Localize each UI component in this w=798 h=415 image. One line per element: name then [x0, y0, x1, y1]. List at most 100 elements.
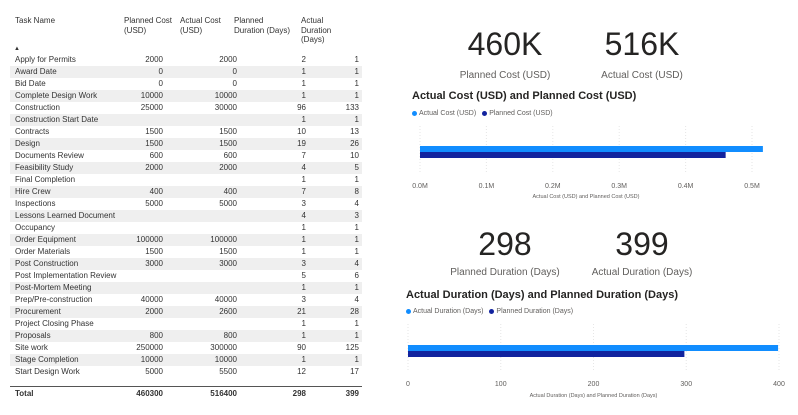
x-axis-title: Actual Duration (Days) and Planned Durat…	[530, 393, 658, 399]
task-name-cell: Inspections	[15, 199, 56, 208]
planned-duration-cell: 1	[301, 91, 306, 100]
table-row[interactable]: Design 1500 1500 19 26	[10, 138, 362, 150]
actual-duration-cell: 1	[354, 79, 359, 88]
actual-duration-cell: 3	[354, 211, 359, 220]
planned-duration-cell: 3	[301, 295, 306, 304]
planned-duration-cell: 1	[301, 247, 306, 256]
bar-actual[interactable]	[408, 345, 779, 351]
x-tick-label: 300	[680, 381, 692, 388]
planned-cost-card-label: Planned Cost (USD)	[459, 70, 551, 81]
table-row[interactable]: Complete Design Work 10000 10000 1 1	[10, 90, 362, 102]
legend-planned-cost-label: Planned Cost (USD)	[489, 110, 553, 117]
legend-actual-duration-label: Actual Duration (Days)	[413, 308, 484, 315]
table-row[interactable]: Start Design Work 5000 5500 12 17	[10, 366, 362, 378]
actual-duration-cell: 1	[354, 235, 359, 244]
table-row[interactable]: Order Equipment 100000 100000 1 1	[10, 234, 362, 246]
actual-duration-card-value: 399	[615, 226, 669, 262]
table-row[interactable]: Feasibility Study 2000 2000 4 5	[10, 162, 362, 174]
legend-actual-cost-dot-icon	[412, 111, 417, 116]
table-row[interactable]: Site work 250000 300000 90 125	[10, 342, 362, 354]
task-name-cell: Feasibility Study	[15, 163, 74, 172]
planned-duration-card-value: 298	[478, 226, 532, 262]
actual-duration-card-label: Actual Duration (Days)	[591, 267, 693, 278]
actual-cost-cell: 300000	[210, 343, 237, 352]
actual-cost-cell: 10000	[214, 355, 237, 364]
table-row[interactable]: Procurement 2000 2600 21 28	[10, 306, 362, 318]
task-name-cell: Order Equipment	[15, 235, 76, 244]
actual-cost-cell: 5000	[219, 199, 237, 208]
table-row[interactable]: Construction Start Date 1 1	[10, 114, 362, 126]
legend-planned-cost[interactable]: Planned Cost (USD)	[482, 110, 553, 117]
actual-cost-cell: 40000	[214, 295, 237, 304]
actual-duration-cell: 1	[354, 91, 359, 100]
bar-actual[interactable]	[420, 146, 763, 152]
actual-duration-cell: 125	[345, 343, 359, 352]
header-task-name[interactable]: Task Name	[15, 16, 55, 26]
legend-planned-duration[interactable]: Planned Duration (Days)	[489, 308, 573, 315]
table-row[interactable]: Bid Date 0 0 1 1	[10, 78, 362, 90]
header-planned-duration[interactable]: Planned Duration (Days)	[234, 16, 290, 35]
bar-planned[interactable]	[408, 351, 685, 357]
actual-duration-cell: 1	[354, 67, 359, 76]
table-row[interactable]: Final Completion 1 1	[10, 174, 362, 186]
planned-cost-cell: 400	[149, 187, 163, 196]
legend-actual-cost[interactable]: Actual Cost (USD)	[412, 110, 476, 117]
header-actual-cost[interactable]: Actual Cost (USD)	[180, 16, 221, 35]
planned-duration-cell: 1	[301, 331, 306, 340]
planned-duration-cell: 7	[301, 151, 306, 160]
planned-duration-cell: 1	[301, 67, 306, 76]
header-planned-cost[interactable]: Planned Cost (USD)	[124, 16, 172, 35]
table-row[interactable]: Occupancy 1 1	[10, 222, 362, 234]
actual-duration-cell: 1	[354, 355, 359, 364]
table-row[interactable]: Inspections 5000 5000 3 4	[10, 198, 362, 210]
table-row[interactable]: Post Implementation Review 5 6	[10, 270, 362, 282]
actual-cost-cell: 800	[223, 331, 237, 340]
header-actual-duration[interactable]: Actual Duration (Days)	[301, 16, 331, 45]
table-row[interactable]: Project Closing Phase 1 1	[10, 318, 362, 330]
table-row[interactable]: Documents Review 600 600 7 10	[10, 150, 362, 162]
table-row[interactable]: Proposals 800 800 1 1	[10, 330, 362, 342]
task-name-cell: Lessons Learned Document	[15, 211, 116, 220]
actual-cost-cell: 10000	[214, 91, 237, 100]
task-name-cell: Start Design Work	[15, 367, 80, 376]
task-name-cell: Site work	[15, 343, 48, 352]
table-row[interactable]: Construction 25000 30000 96 133	[10, 102, 362, 114]
table-row[interactable]: Apply for Permits 2000 2000 2 1	[10, 54, 362, 66]
actual-duration-cell: 1	[354, 319, 359, 328]
actual-duration-cell: 26	[350, 139, 359, 148]
planned-duration-cell: 19	[297, 139, 306, 148]
table-row[interactable]: Post-Mortem Meeting 1 1	[10, 282, 362, 294]
x-tick-label: 0.3M	[611, 183, 627, 190]
total-planned-duration: 298	[292, 389, 306, 398]
cost-chart-legend: Actual Cost (USD) Planned Cost (USD)	[412, 110, 553, 117]
planned-duration-cell: 1	[301, 235, 306, 244]
table-row[interactable]: Prep/Pre-construction 40000 40000 3 4	[10, 294, 362, 306]
planned-duration-cell: 1	[301, 283, 306, 292]
planned-cost-cell: 1500	[145, 127, 163, 136]
table-row[interactable]: Contracts 1500 1500 10 13	[10, 126, 362, 138]
table-row[interactable]: Post Construction 3000 3000 3 4	[10, 258, 362, 270]
table-row[interactable]: Stage Completion 10000 10000 1 1	[10, 354, 362, 366]
legend-planned-duration-label: Planned Duration (Days)	[496, 308, 574, 315]
header-line: Duration (Days)	[234, 25, 291, 35]
sort-ascending-icon[interactable]: ▲	[14, 46, 20, 52]
actual-cost-cell: 1500	[219, 247, 237, 256]
header-line: Actual Cost	[180, 16, 221, 25]
table-row[interactable]: Hire Crew 400 400 7 8	[10, 186, 362, 198]
task-name-cell: Order Materials	[15, 247, 71, 256]
bar-planned[interactable]	[420, 152, 726, 158]
table-body: Apply for Permits 2000 2000 2 1 Award Date 0 0 1…	[10, 54, 362, 378]
total-planned-cost: 460300	[136, 389, 163, 398]
table-row[interactable]: Award Date 0 0 1 1	[10, 66, 362, 78]
header-line: (USD)	[180, 25, 203, 35]
legend-planned-duration-dot-icon	[489, 309, 495, 314]
actual-cost-cell: 3000	[219, 259, 237, 268]
table-row[interactable]: Order Materials 1500 1500 1 1	[10, 246, 362, 258]
legend-actual-duration[interactable]: Actual Duration (Days)	[406, 308, 483, 315]
actual-duration-cell: 4	[354, 259, 359, 268]
task-name-cell: Bid Date	[15, 79, 46, 88]
task-table: Task Name Planned Cost (USD) Actual Cost(…	[10, 10, 362, 402]
table-row[interactable]: Lessons Learned Document 4 3	[10, 210, 362, 222]
planned-duration-cell: 3	[301, 259, 306, 268]
planned-cost-cell: 3000	[145, 259, 163, 268]
